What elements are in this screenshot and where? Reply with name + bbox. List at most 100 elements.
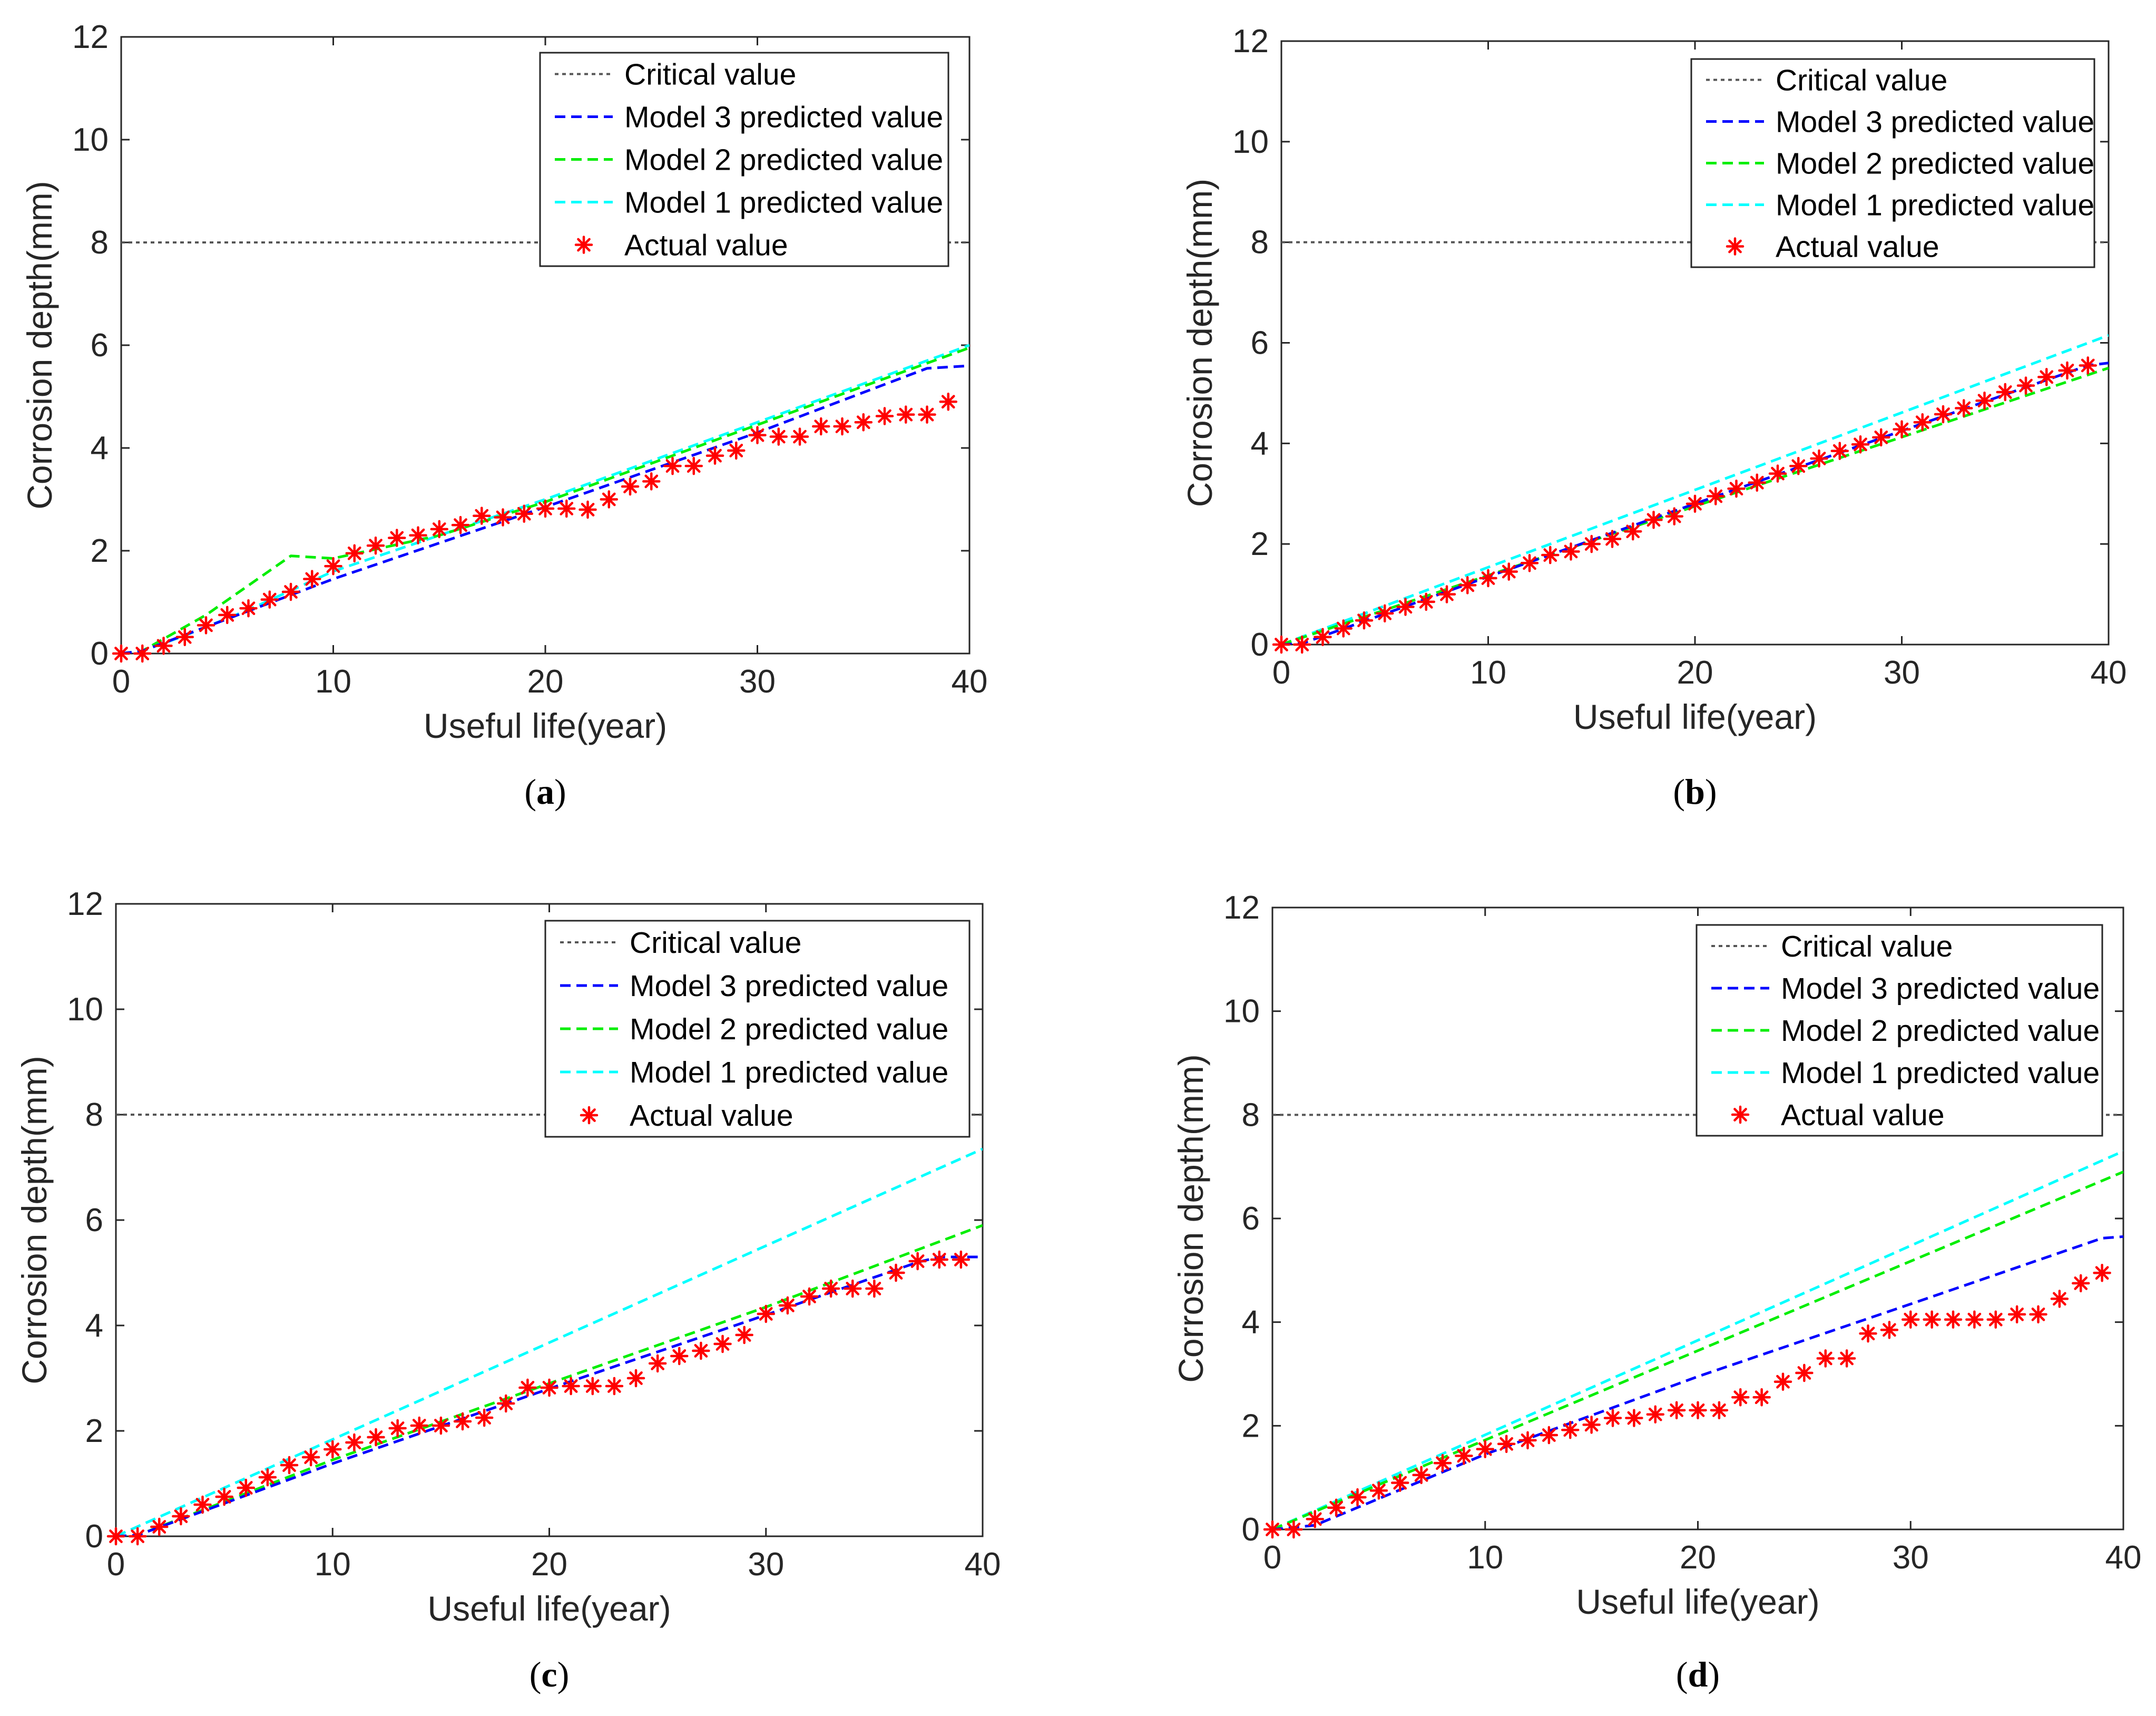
actual-value-point [1603, 1409, 1622, 1427]
y-axis-label-b: Corrosion depth(mm) [1180, 179, 1219, 508]
actual-value-point-stroke [802, 1290, 816, 1303]
legend-entry-c: Model 1 predicted value [630, 1056, 948, 1089]
actual-value-point-stroke [239, 1481, 253, 1495]
actual-value-point-stroke [687, 459, 701, 473]
actual-value-point-stroke [1688, 496, 1702, 511]
actual-value-point-stroke [347, 1436, 361, 1449]
legend-entry-c: Model 3 predicted value [630, 969, 948, 1003]
actual-value-point-stroke [217, 1490, 231, 1504]
panel-label-open-b: ( [1673, 772, 1685, 812]
legend-c: Critical value Model 3 predicted value Mod… [544, 920, 971, 1138]
actual-value-point-stroke [602, 492, 616, 506]
legend-d: Critical value Model 3 predicted value Mod… [1696, 924, 2103, 1137]
actual-value-point [345, 1433, 364, 1452]
y-tick-label-c: 8 [85, 1097, 103, 1133]
x-tick-label-d: 20 [1680, 1539, 1716, 1576]
y-tick-label-d: 2 [1242, 1408, 1260, 1444]
x-tick-label-d: 40 [2105, 1539, 2142, 1576]
legend-entry-b: Actual value [1776, 230, 1939, 264]
actual-value-point-stroke [390, 1421, 405, 1435]
actual-value-point [430, 520, 448, 539]
actual-value-point-stroke [1275, 638, 1288, 651]
x-tick-label-b: 20 [1677, 655, 1713, 691]
actual-value-point-stroke [1936, 407, 1950, 421]
actual-value-point-stroke [1308, 1512, 1322, 1526]
x-tick-label-c: 30 [748, 1546, 784, 1583]
actual-value-point-stroke [1378, 606, 1392, 620]
panel-label-letter-b: b [1685, 772, 1705, 812]
actual-value-point-stroke [1915, 415, 1929, 430]
actual-value-point-stroke [156, 639, 171, 653]
actual-value-point-stroke [941, 395, 955, 409]
actual-value-point [172, 1507, 190, 1526]
y-tick-label-b: 0 [1251, 627, 1269, 663]
actual-value-point-stroke [564, 1379, 578, 1393]
actual-value-point [939, 393, 957, 411]
y-tick-label-b: 12 [1232, 23, 1269, 60]
y-tick-label-c: 2 [85, 1413, 103, 1449]
actual-value-point [1816, 1349, 1835, 1368]
actual-value-point [854, 413, 873, 432]
y-tick-label-b: 10 [1232, 124, 1269, 160]
y-axis-label-a: Corrosion depth(mm) [20, 181, 59, 510]
actual-value-point-stroke [1584, 1418, 1599, 1432]
actual-value-point [897, 405, 915, 424]
actual-value-point-stroke [178, 630, 192, 644]
actual-value-point-stroke [1521, 1434, 1535, 1447]
actual-value-point-stroke [1398, 600, 1413, 614]
legend-entry-a: Model 2 predicted value [624, 143, 943, 177]
model-1-predicted-value-line-b [1281, 334, 2109, 645]
panel-label-d: (d) [1676, 1654, 1720, 1694]
actual-value-point [1476, 1440, 1494, 1458]
actual-value-point-stroke [347, 547, 361, 560]
legend-entry-a: Actual value [624, 229, 788, 262]
y-tick-label-a: 4 [91, 430, 109, 466]
model-1-predicted-value-line-d [1272, 1149, 2123, 1529]
actual-value-point [1644, 511, 1663, 529]
actual-value-point [1923, 1310, 1941, 1329]
actual-value-point-stroke [1729, 482, 1743, 496]
actual-value-point-stroke [1372, 1484, 1386, 1498]
actual-value-markers-d [1263, 1264, 2111, 1539]
actual-value-point [301, 1448, 320, 1467]
actual-value-point [1893, 420, 1911, 438]
chart-panel-a: 0 10 20 30 40 0 2 4 6 8 10 12 Useful life(year) Corro… [20, 19, 987, 812]
actual-value-point [583, 1377, 602, 1396]
actual-value-point [908, 1252, 927, 1271]
legend-entry-c: Model 2 predicted value [630, 1012, 948, 1046]
y-axis-label-c: Corrosion depth(mm) [15, 1056, 54, 1384]
actual-value-point [2050, 1290, 2069, 1308]
actual-value-point-stroke [261, 1470, 275, 1484]
actual-value-point-stroke [644, 474, 659, 489]
actual-value-point-stroke [1712, 1403, 1726, 1417]
actual-value-point [175, 628, 194, 647]
actual-value-point [2007, 1305, 2026, 1324]
panel-label-open-a: ( [524, 772, 536, 812]
actual-value-point-stroke [1647, 513, 1661, 527]
actual-value-point [324, 1440, 342, 1459]
actual-value-point-stroke [835, 420, 849, 433]
legend-marker-actual-b-stroke [1728, 239, 1742, 253]
actual-value-point [800, 1287, 819, 1306]
actual-value-point [1625, 1409, 1643, 1427]
actual-value-point [367, 1428, 385, 1447]
y-tick-label-c: 10 [67, 991, 103, 1028]
actual-value-point-stroke [1295, 638, 1309, 651]
actual-value-point [1540, 1426, 1559, 1445]
actual-value-point-stroke [1818, 1351, 1832, 1366]
actual-value-point-stroke [1357, 613, 1371, 628]
actual-value-point-stroke [1988, 1312, 2003, 1327]
y-tick-label-d: 8 [1242, 1097, 1260, 1133]
legend-marker-actual-d-stroke [1733, 1108, 1747, 1122]
actual-value-point [1272, 635, 1291, 654]
actual-value-point [1851, 435, 1870, 454]
y-tick-label-a: 0 [91, 636, 109, 672]
actual-value-point [844, 1279, 862, 1298]
panel-label-open-d: ( [1676, 1654, 1688, 1694]
actual-value-point-stroke [411, 528, 425, 542]
actual-value-point-stroke [542, 1381, 556, 1395]
actual-value-point-stroke [109, 1529, 123, 1543]
actual-value-point [1837, 1349, 1856, 1368]
actual-value-point-stroke [2081, 358, 2095, 373]
actual-value-point-stroke [1750, 475, 1764, 490]
